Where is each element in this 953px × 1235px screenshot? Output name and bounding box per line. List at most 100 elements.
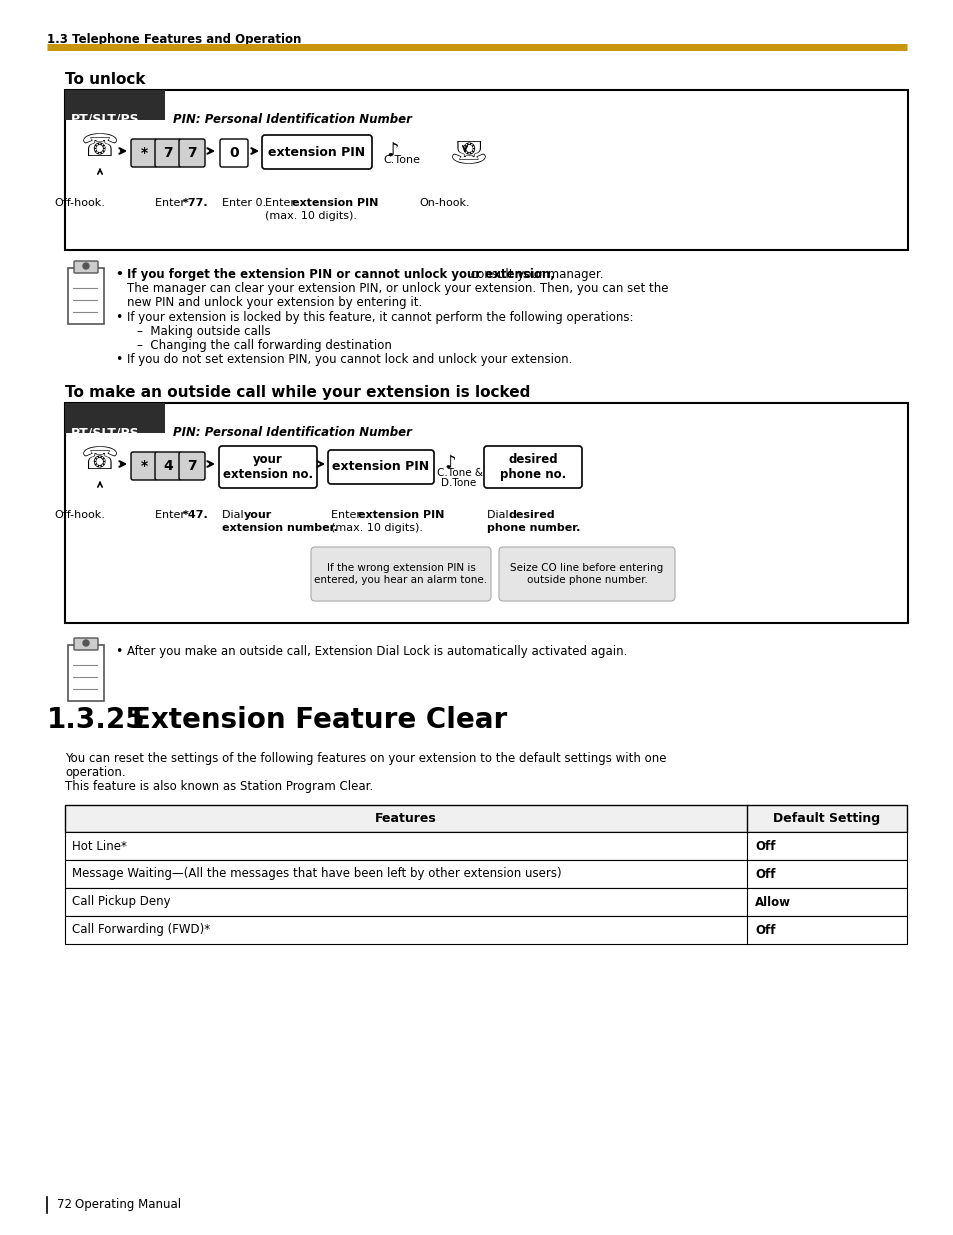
- Text: You can reset the settings of the following features on your extension to the de: You can reset the settings of the follow…: [65, 752, 666, 764]
- Text: Extension Feature Clear: Extension Feature Clear: [132, 706, 507, 734]
- Text: After you make an outside call, Extension Dial Lock is automatically activated a: After you make an outside call, Extensio…: [127, 645, 627, 658]
- Text: 7: 7: [187, 459, 196, 473]
- Text: C.Tone: C.Tone: [382, 156, 419, 165]
- Text: ☏: ☏: [445, 133, 483, 162]
- Text: Off: Off: [754, 840, 775, 852]
- Text: extension PIN: extension PIN: [357, 510, 444, 520]
- Text: consult your manager.: consult your manager.: [467, 268, 603, 282]
- Text: PT/SLT/PS: PT/SLT/PS: [71, 112, 139, 126]
- Text: The manager can clear your extension PIN, or unlock your extension. Then, you ca: The manager can clear your extension PIN…: [127, 282, 668, 295]
- Text: 7: 7: [163, 146, 172, 161]
- Text: 72: 72: [57, 1198, 71, 1212]
- FancyBboxPatch shape: [483, 446, 581, 488]
- Text: (max. 10 digits).: (max. 10 digits).: [331, 522, 422, 534]
- FancyBboxPatch shape: [220, 140, 248, 167]
- Text: *77.: *77.: [183, 198, 209, 207]
- Text: If the wrong extension PIN is
entered, you hear an alarm tone.: If the wrong extension PIN is entered, y…: [314, 563, 487, 585]
- Text: new PIN and unlock your extension by entering it.: new PIN and unlock your extension by ent…: [127, 296, 422, 309]
- FancyBboxPatch shape: [131, 452, 157, 480]
- Text: –  Making outside calls: – Making outside calls: [137, 325, 271, 338]
- Text: Dial: Dial: [486, 510, 512, 520]
- Text: Enter: Enter: [154, 510, 189, 520]
- Text: If you forget the extension PIN or cannot unlock your extension,: If you forget the extension PIN or canno…: [127, 268, 555, 282]
- FancyBboxPatch shape: [74, 261, 98, 273]
- Text: 0: 0: [229, 146, 238, 161]
- Text: Enter 0.: Enter 0.: [222, 198, 266, 207]
- Text: Default Setting: Default Setting: [773, 811, 880, 825]
- Text: Operating Manual: Operating Manual: [75, 1198, 181, 1212]
- FancyBboxPatch shape: [65, 805, 906, 832]
- Text: Off: Off: [754, 867, 775, 881]
- Text: ☏: ☏: [81, 446, 119, 475]
- Text: extension number.: extension number.: [222, 522, 337, 534]
- Text: On-hook.: On-hook.: [419, 198, 470, 207]
- Text: This feature is also known as Station Program Clear.: This feature is also known as Station Pr…: [65, 781, 373, 793]
- Text: *: *: [140, 459, 148, 473]
- Text: 1.3.25: 1.3.25: [47, 706, 146, 734]
- FancyBboxPatch shape: [154, 140, 181, 167]
- Text: Off-hook.: Off-hook.: [54, 198, 106, 207]
- Text: Hot Line*: Hot Line*: [71, 840, 127, 852]
- Text: (max. 10 digits).: (max. 10 digits).: [265, 211, 356, 221]
- Text: your
extension no.: your extension no.: [223, 453, 313, 480]
- FancyBboxPatch shape: [65, 860, 906, 888]
- Text: Off-hook.: Off-hook.: [54, 510, 106, 520]
- Text: –  Changing the call forwarding destination: – Changing the call forwarding destinati…: [137, 338, 392, 352]
- FancyBboxPatch shape: [154, 452, 181, 480]
- FancyBboxPatch shape: [65, 832, 906, 860]
- Text: •: •: [115, 268, 123, 282]
- Text: Enter: Enter: [265, 198, 298, 207]
- FancyBboxPatch shape: [219, 446, 316, 488]
- Text: operation.: operation.: [65, 766, 126, 779]
- Text: •: •: [115, 353, 122, 366]
- Text: ♪: ♪: [444, 454, 456, 472]
- Text: Enter: Enter: [154, 198, 189, 207]
- Text: your: your: [244, 510, 272, 520]
- Text: To make an outside call while your extension is locked: To make an outside call while your exten…: [65, 385, 530, 400]
- Text: 1.3 Telephone Features and Operation: 1.3 Telephone Features and Operation: [47, 33, 301, 46]
- Text: 7: 7: [187, 146, 196, 161]
- Circle shape: [83, 263, 89, 269]
- FancyBboxPatch shape: [65, 888, 906, 916]
- FancyBboxPatch shape: [74, 638, 98, 650]
- FancyBboxPatch shape: [68, 645, 104, 701]
- Text: PIN: Personal Identification Number: PIN: Personal Identification Number: [172, 426, 412, 438]
- Text: phone number.: phone number.: [486, 522, 579, 534]
- Text: Dial: Dial: [222, 510, 247, 520]
- Text: If you do not set extension PIN, you cannot lock and unlock your extension.: If you do not set extension PIN, you can…: [127, 353, 572, 366]
- FancyBboxPatch shape: [65, 403, 165, 433]
- FancyBboxPatch shape: [65, 916, 906, 944]
- Text: If your extension is locked by this feature, it cannot perform the following ope: If your extension is locked by this feat…: [127, 311, 633, 324]
- Text: C.Tone &: C.Tone &: [436, 468, 482, 478]
- FancyBboxPatch shape: [65, 90, 165, 120]
- FancyBboxPatch shape: [498, 547, 675, 601]
- FancyBboxPatch shape: [68, 268, 104, 324]
- FancyBboxPatch shape: [328, 450, 434, 484]
- Text: Off: Off: [754, 924, 775, 936]
- Circle shape: [83, 640, 89, 646]
- FancyBboxPatch shape: [131, 140, 157, 167]
- Text: 4: 4: [163, 459, 172, 473]
- Text: *: *: [140, 146, 148, 161]
- Text: Seize CO line before entering
outside phone number.: Seize CO line before entering outside ph…: [510, 563, 663, 585]
- Text: To unlock: To unlock: [65, 72, 146, 86]
- Text: extension PIN: extension PIN: [292, 198, 378, 207]
- FancyBboxPatch shape: [179, 452, 205, 480]
- FancyBboxPatch shape: [65, 403, 907, 622]
- FancyBboxPatch shape: [262, 135, 372, 169]
- Text: *47.: *47.: [183, 510, 209, 520]
- Text: •: •: [115, 645, 122, 658]
- Text: ☏: ☏: [81, 133, 119, 162]
- Text: extension PIN: extension PIN: [332, 461, 429, 473]
- Text: Enter: Enter: [331, 510, 364, 520]
- Text: Allow: Allow: [754, 895, 790, 909]
- Text: Call Forwarding (FWD)*: Call Forwarding (FWD)*: [71, 924, 210, 936]
- Text: PIN: Personal Identification Number: PIN: Personal Identification Number: [172, 112, 412, 126]
- FancyBboxPatch shape: [311, 547, 491, 601]
- FancyBboxPatch shape: [65, 90, 907, 249]
- Text: desired: desired: [509, 510, 555, 520]
- Text: D.Tone: D.Tone: [440, 478, 476, 488]
- FancyBboxPatch shape: [179, 140, 205, 167]
- Text: Call Pickup Deny: Call Pickup Deny: [71, 895, 171, 909]
- Text: desired
phone no.: desired phone no.: [499, 453, 565, 480]
